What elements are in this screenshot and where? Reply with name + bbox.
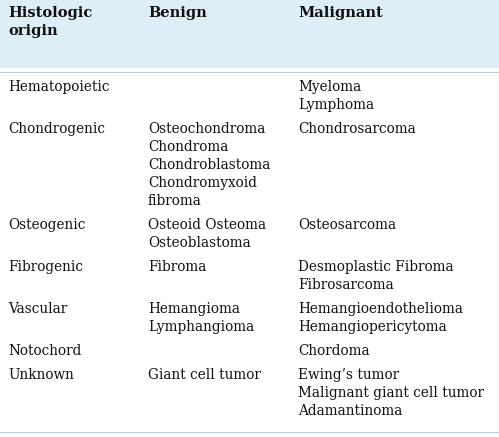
Text: Lymphoma: Lymphoma	[298, 98, 374, 112]
Text: Malignant: Malignant	[298, 6, 383, 20]
Bar	[0, 0, 499, 68]
Text: Adamantinoma: Adamantinoma	[298, 404, 402, 418]
Text: Chondrosarcoma: Chondrosarcoma	[298, 122, 416, 136]
Text: Osteoid Osteoma: Osteoid Osteoma	[148, 218, 266, 232]
Text: Osteosarcoma: Osteosarcoma	[298, 218, 396, 232]
Text: Histologic: Histologic	[8, 6, 92, 20]
Text: Osteogenic: Osteogenic	[8, 218, 85, 232]
Text: Notochord: Notochord	[8, 344, 81, 358]
Text: Chondroblastoma: Chondroblastoma	[148, 158, 270, 172]
Text: Vascular: Vascular	[8, 302, 67, 316]
Text: Benign: Benign	[148, 6, 207, 20]
Text: Unknown: Unknown	[8, 368, 74, 382]
Text: Hemangioma: Hemangioma	[148, 302, 240, 316]
Text: Chordoma: Chordoma	[298, 344, 370, 358]
Text: Lymphangioma: Lymphangioma	[148, 320, 254, 334]
Text: origin: origin	[8, 24, 57, 38]
Text: Desmoplastic Fibroma: Desmoplastic Fibroma	[298, 260, 454, 274]
Text: Fibroma: Fibroma	[148, 260, 207, 274]
Text: Chondrogenic: Chondrogenic	[8, 122, 105, 136]
Text: Osteochondroma: Osteochondroma	[148, 122, 265, 136]
Text: Osteoblastoma: Osteoblastoma	[148, 236, 251, 250]
Text: Hematopoietic: Hematopoietic	[8, 80, 109, 94]
Text: Hemangioendothelioma: Hemangioendothelioma	[298, 302, 463, 316]
Text: Giant cell tumor: Giant cell tumor	[148, 368, 261, 382]
Text: Malignant giant cell tumor: Malignant giant cell tumor	[298, 386, 484, 400]
Text: Myeloma: Myeloma	[298, 80, 361, 94]
Text: fibroma: fibroma	[148, 194, 202, 208]
Text: Fibrosarcoma: Fibrosarcoma	[298, 278, 394, 292]
Text: Chondromyxoid: Chondromyxoid	[148, 176, 257, 190]
Text: Chondroma: Chondroma	[148, 140, 229, 154]
Text: Ewing’s tumor: Ewing’s tumor	[298, 368, 399, 382]
Text: Hemangiopericytoma: Hemangiopericytoma	[298, 320, 447, 334]
Text: Fibrogenic: Fibrogenic	[8, 260, 83, 274]
